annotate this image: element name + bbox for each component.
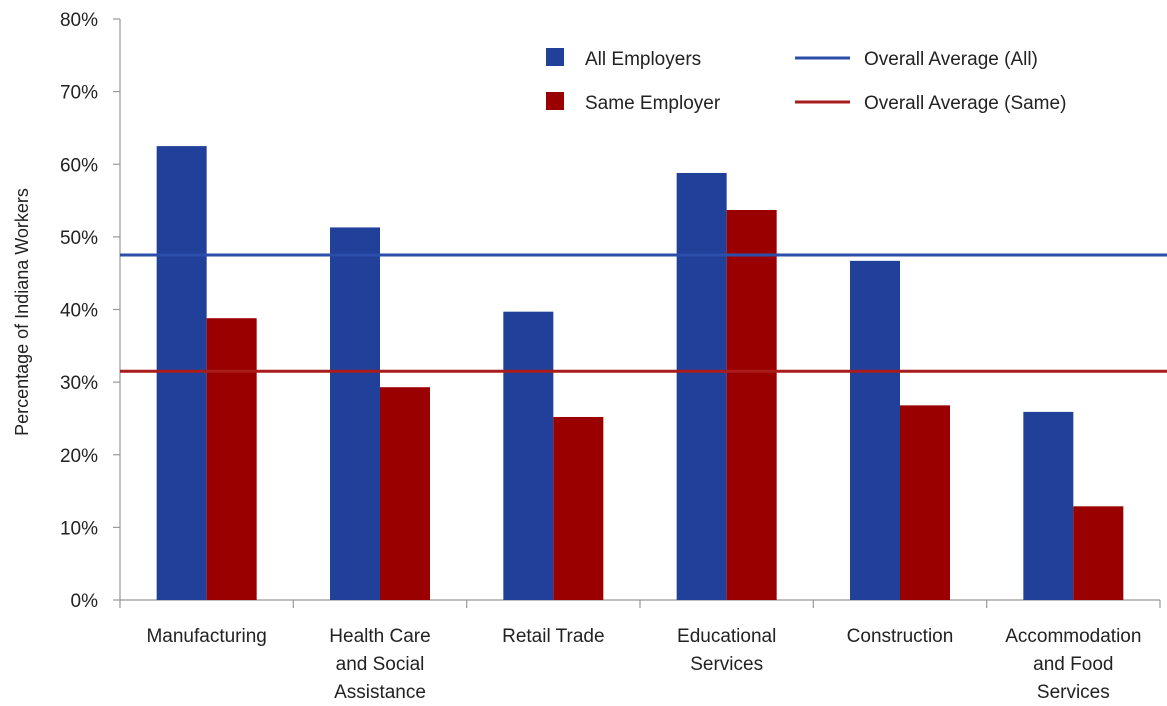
bar-same-employer-2 <box>553 416 604 600</box>
reference-lines <box>120 253 1167 373</box>
legend-background <box>525 34 1145 138</box>
x-category-label: Manufacturing <box>146 626 266 647</box>
y-tick-label: 0% <box>71 591 99 612</box>
bar-all-employers-2 <box>503 311 554 600</box>
bar-same-employer-0 <box>206 318 257 600</box>
x-category-label: Educational Services <box>677 626 776 675</box>
bar-same-employer-3 <box>726 210 777 600</box>
y-axis-label: Percentage of Indiana Workers <box>12 188 32 436</box>
bar-same-employer-5 <box>1073 506 1124 600</box>
bar-same-employer-1 <box>380 387 430 600</box>
legend-label-same-employer: Same Employer <box>585 93 721 114</box>
y-tick-label: 40% <box>60 301 98 322</box>
y-tick-label: 10% <box>60 518 98 539</box>
x-category-label: Construction <box>847 626 954 647</box>
y-tick-label: 70% <box>60 83 98 104</box>
legend-label-all-employers: All Employers <box>585 49 701 70</box>
x-category-label: Retail Trade <box>502 626 604 647</box>
y-tick-label: 80% <box>60 10 98 31</box>
bar-same-employer-4 <box>900 405 950 600</box>
x-axis: Manufacturing Health Care and Social Assist… <box>119 599 1161 703</box>
bar-all-employers-3 <box>676 172 727 600</box>
y-tick-label: 60% <box>60 155 98 176</box>
x-category-label: Accommodation and Food Services <box>1005 626 1141 703</box>
legend-label-overall-average-all: Overall Average (All) <box>864 49 1038 70</box>
bars <box>156 146 1124 600</box>
bar-all-employers-1 <box>330 227 380 600</box>
legend: All Employers Same Employer Overall Aver… <box>525 34 1145 138</box>
x-category-label: Health Care and Social Assistance <box>329 626 430 703</box>
legend-swatch-all-employers <box>546 48 564 66</box>
legend-label-overall-average-same: Overall Average (Same) <box>864 93 1066 114</box>
y-tick-label: 20% <box>60 446 98 467</box>
bar-all-employers-4 <box>850 260 900 600</box>
y-axis: 0% 10% 20% 30% 40% 50% 60% 70% 80% <box>60 10 121 612</box>
y-tick-label: 30% <box>60 373 98 394</box>
legend-swatch-same-employer <box>546 92 564 110</box>
bar-all-employers-0 <box>156 146 207 600</box>
bar-all-employers-5 <box>1023 411 1074 600</box>
y-tick-label: 50% <box>60 228 98 249</box>
